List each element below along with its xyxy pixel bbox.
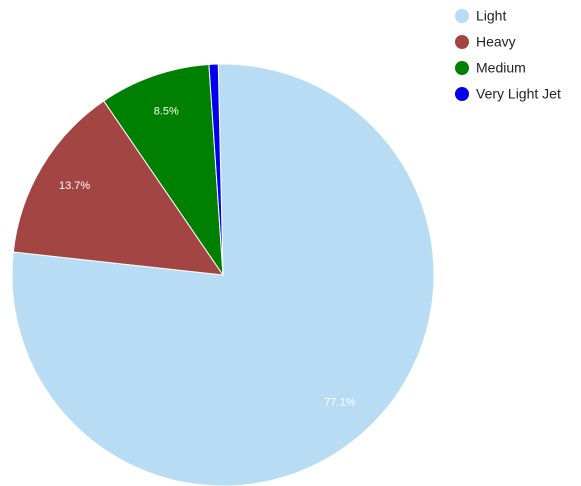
legend-item-medium[interactable]: Medium [455, 60, 526, 76]
data-label-light: 77.1% [324, 396, 355, 408]
pie-slice-heavy[interactable] [12, 100, 225, 276]
pie-slices [11, 63, 435, 486]
pie-slice-medium[interactable] [103, 63, 224, 277]
pie-slice-very-light-jet[interactable] [208, 63, 224, 276]
data-label-medium: 8.5% [154, 105, 179, 117]
data-labels: 77.1% 13.7% 8.5% [59, 105, 356, 408]
legend-label-very-light-jet: Very Light Jet [476, 86, 561, 102]
legend-item-heavy[interactable]: Heavy [455, 34, 516, 50]
legend-item-very-light-jet[interactable]: Very Light Jet [455, 86, 561, 102]
legend-item-light[interactable]: Light [455, 8, 506, 24]
legend: Light Heavy Medium Very Light Jet [455, 8, 561, 102]
legend-label-heavy: Heavy [476, 34, 516, 50]
legend-label-medium: Medium [476, 60, 526, 76]
legend-swatch-very-light-jet [455, 87, 469, 101]
legend-swatch-heavy [455, 35, 469, 49]
legend-label-light: Light [476, 8, 506, 24]
legend-swatch-medium [455, 61, 469, 75]
legend-swatch-light [455, 9, 469, 23]
data-label-heavy: 13.7% [59, 180, 90, 192]
